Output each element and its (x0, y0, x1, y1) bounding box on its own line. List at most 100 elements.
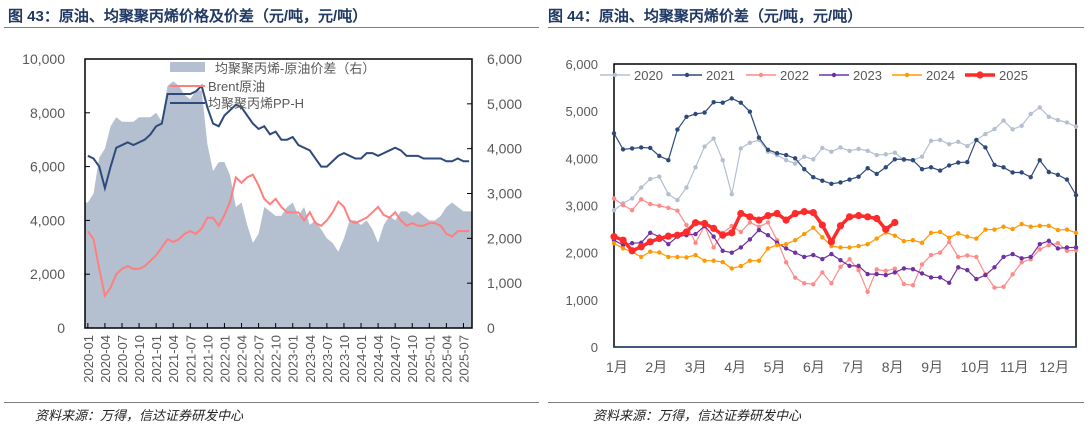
series-point-2020 (874, 152, 879, 158)
series-point-2023 (720, 248, 725, 253)
series-point-2024 (675, 254, 680, 260)
series-point-2020 (648, 176, 653, 182)
series-point-2023 (838, 258, 843, 263)
legend-label-2020: 2020 (634, 68, 663, 83)
series-point-2023 (956, 265, 961, 270)
legend-marker-2023 (831, 72, 837, 78)
series-point-2025 (809, 208, 817, 217)
series-point-2024 (774, 242, 780, 248)
series-point-2022 (1055, 241, 1061, 246)
series-point-2021 (811, 175, 816, 180)
series-point-2021 (620, 147, 626, 152)
y-axis-tick-label: 1,000 (565, 293, 598, 308)
series-line-2023 (613, 225, 1076, 284)
series-point-2021 (629, 146, 635, 151)
series-point-2024 (638, 254, 644, 260)
x-axis-tick-label: 2021-04 (166, 335, 181, 383)
series-point-2021 (956, 160, 961, 165)
series-point-2023 (1010, 251, 1015, 257)
series-point-2022 (974, 254, 979, 260)
series-point-2022 (711, 245, 716, 250)
series-point-2023 (802, 254, 807, 260)
x-axis-tick-label: 2022-04 (235, 335, 250, 383)
series-point-2024 (657, 250, 662, 255)
series-point-2020 (847, 148, 852, 153)
series-point-2020 (802, 154, 807, 159)
series-point-2022 (675, 208, 680, 213)
series-point-2025 (610, 233, 618, 241)
series-point-2021 (783, 152, 789, 158)
series-point-2023 (1037, 241, 1042, 247)
series-point-2025 (891, 218, 899, 227)
x-axis-tick-label: 2021-01 (149, 335, 164, 383)
price-and-spread-chart: 0 2,000 4,000 6,000 8,000 10,000 0 1,000 2,000 3,… (22, 51, 522, 383)
left-axis-tick-label: 0 (57, 320, 65, 336)
series-point-2023 (666, 241, 671, 247)
series-point-2025 (637, 243, 645, 251)
series-point-2020 (1001, 118, 1006, 123)
series-point-2025 (673, 231, 682, 239)
series-point-2020 (702, 144, 707, 149)
series-point-2022 (1019, 260, 1024, 265)
series-point-2025 (827, 238, 836, 246)
series-point-2024 (802, 231, 807, 237)
series-point-2021 (693, 111, 698, 117)
series-point-2022 (847, 257, 852, 262)
series-point-2024 (992, 227, 997, 232)
legend-label-pp-h: 均聚聚丙烯PP-H (208, 96, 304, 111)
y-axis-tick-label: 0 (591, 340, 598, 355)
series-point-2025 (719, 231, 727, 239)
series-point-2024 (1019, 221, 1024, 227)
left-axis-tick-label: 4,000 (30, 212, 65, 228)
series-point-2022 (992, 285, 997, 290)
series-point-2025 (628, 247, 636, 255)
series-point-2021 (883, 165, 888, 170)
plot-frame (613, 63, 1077, 348)
x-axis-tick-label: 2024-04 (371, 335, 386, 383)
series-point-2021 (666, 158, 671, 163)
series-point-2020 (928, 138, 934, 144)
series-point-2024 (892, 233, 898, 238)
series-point-2022 (738, 229, 744, 235)
series-point-2023 (747, 237, 753, 242)
series-point-2022 (648, 201, 653, 207)
x-axis-tick-label: 2022-07 (252, 335, 267, 383)
series-point-2024 (783, 241, 789, 247)
series-point-2022 (883, 268, 888, 274)
x-axis-tick-label: 2023-07 (320, 335, 335, 383)
series-point-2021 (684, 114, 689, 120)
series-point-2021 (974, 137, 979, 143)
series-point-2020 (657, 174, 662, 179)
series-point-2023 (1001, 254, 1006, 260)
series-point-2020 (638, 185, 644, 190)
series-point-2022 (629, 208, 635, 213)
series-point-2022 (1037, 247, 1042, 252)
series-point-2023 (946, 280, 952, 286)
series-point-2024 (847, 245, 852, 250)
series-point-2020 (865, 148, 870, 153)
series-point-2024 (711, 258, 716, 263)
series-point-2023 (765, 233, 771, 238)
series-point-2021 (756, 135, 762, 140)
series-point-2023 (1073, 245, 1079, 250)
series-point-2021 (774, 150, 780, 156)
series-point-2023 (756, 227, 762, 233)
series-point-2025 (764, 212, 772, 220)
x-axis-tick-label: 2020-10 (132, 335, 147, 383)
legend-marker-2021 (684, 72, 690, 78)
x-axis-tick-label: 2024-01 (354, 335, 369, 383)
series-line-2021 (613, 97, 1077, 196)
series-point-2021 (937, 168, 943, 173)
series-point-2022 (910, 283, 916, 288)
brent-line (87, 173, 470, 299)
series-point-2020 (956, 139, 961, 145)
series-point-2023 (729, 250, 734, 255)
series-point-2023 (811, 252, 816, 258)
series-point-2023 (856, 263, 861, 269)
series-point-2022 (693, 240, 698, 245)
right-chart-title: 图 44：原油、均聚聚丙烯价差（元/吨，元/吨） (548, 8, 863, 25)
series-point-2020 (693, 165, 698, 170)
series-point-2025 (800, 208, 808, 216)
y-axis-tick-label: 4,000 (565, 151, 598, 166)
series-point-2024 (720, 259, 725, 265)
